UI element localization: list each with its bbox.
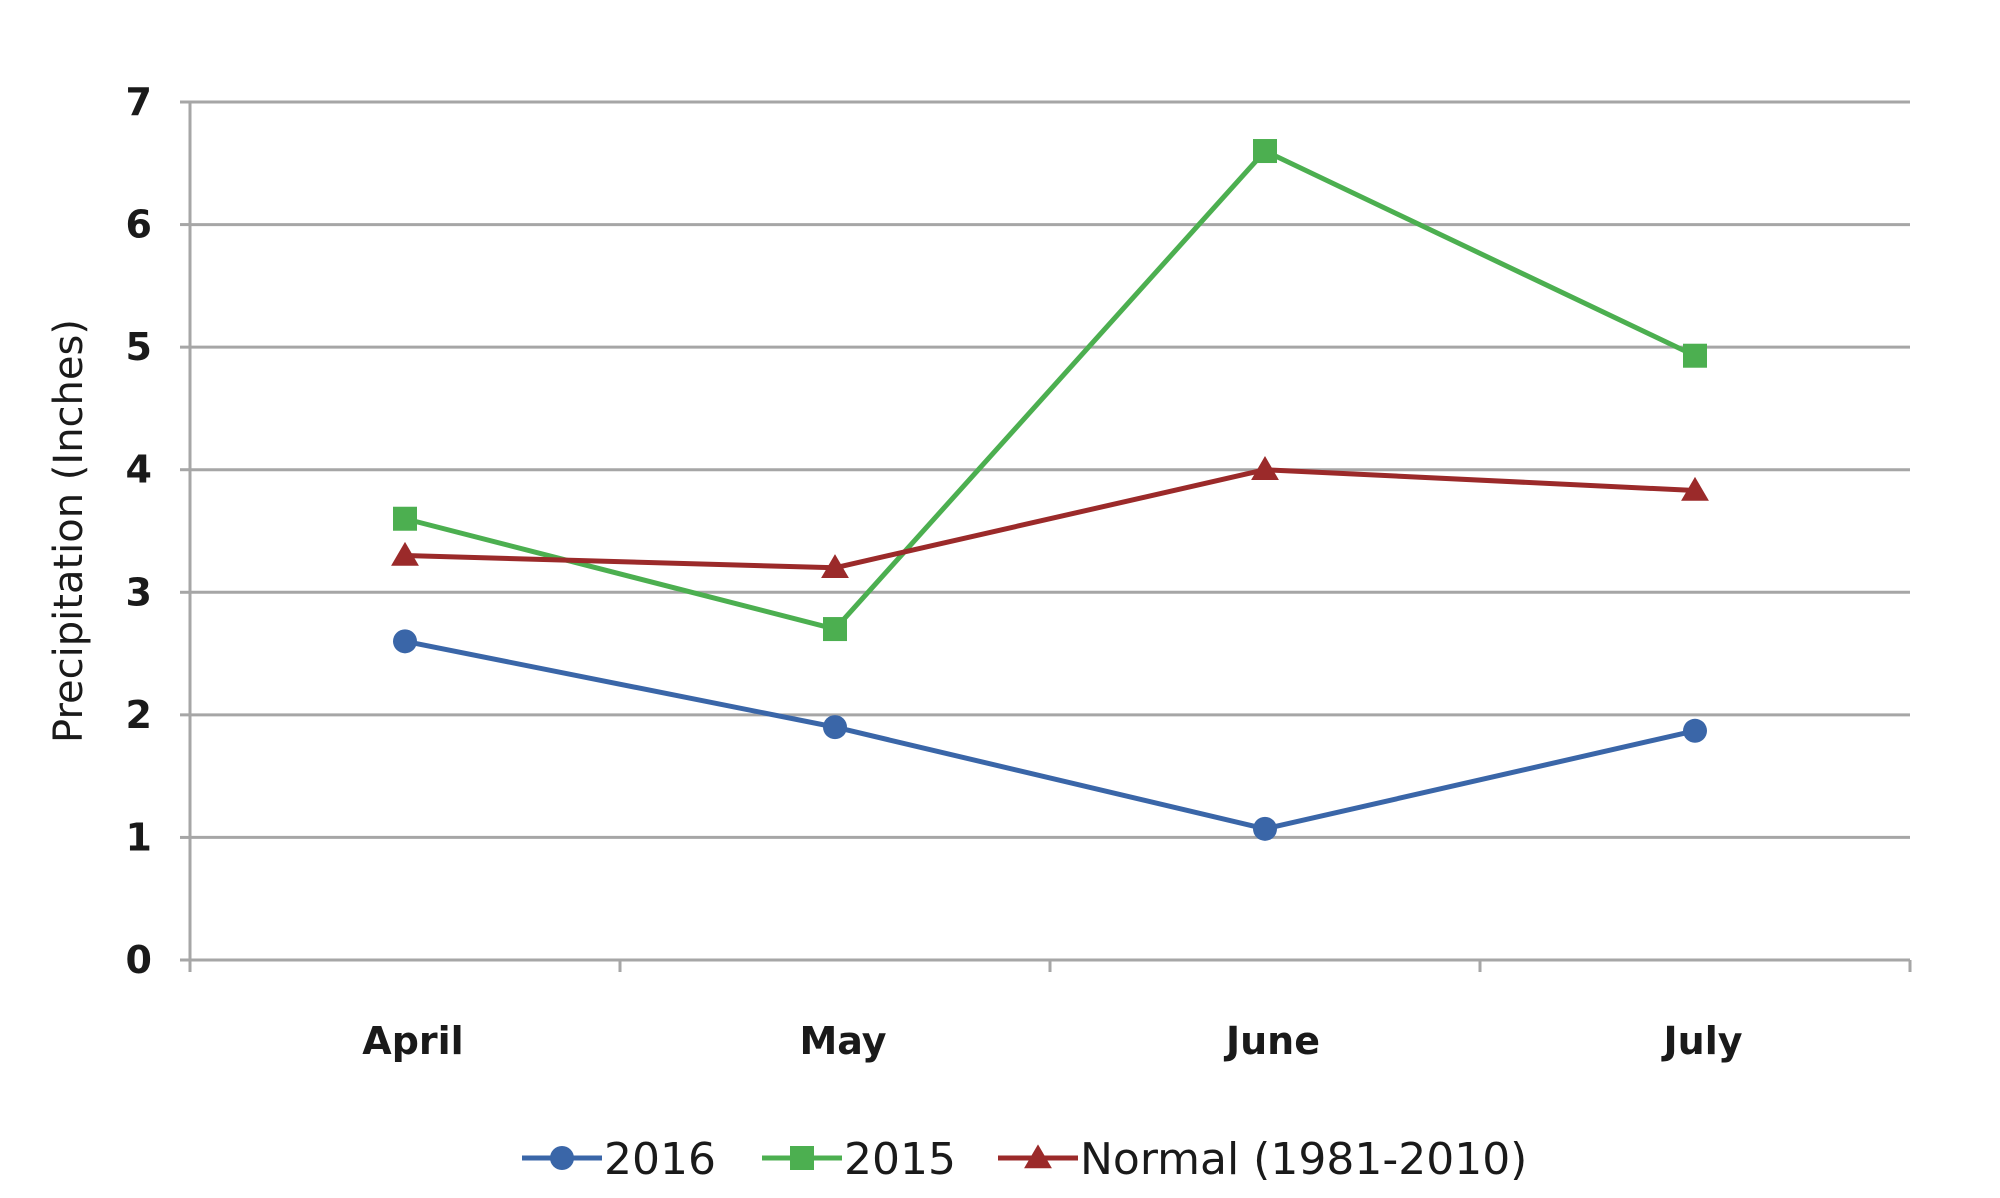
series-line <box>404 467 1696 571</box>
legend: 2016 2015 Normal (1981-2010) <box>522 1134 1527 1185</box>
data-point <box>821 554 849 579</box>
x-tick-label: April <box>362 1019 463 1063</box>
data-point <box>1251 456 1279 480</box>
y-tick-label: 0 <box>126 938 152 982</box>
data-point <box>1683 343 1707 368</box>
y-tick-label: 1 <box>126 815 152 859</box>
data-point <box>393 506 417 531</box>
data-point <box>823 617 847 642</box>
y-tick-label: 6 <box>126 203 152 247</box>
series-line <box>404 638 1696 832</box>
data-point <box>1683 718 1707 743</box>
legend-item: 2015 <box>762 1134 956 1185</box>
y-tick-label: 5 <box>126 325 152 369</box>
data-point <box>1253 816 1277 841</box>
series <box>391 139 1709 841</box>
x-tick-label: June <box>1223 1019 1320 1063</box>
data-point <box>393 629 417 654</box>
data-point <box>1253 139 1277 164</box>
x-tick-label: May <box>799 1019 886 1063</box>
y-tick-label: 7 <box>126 80 152 124</box>
series-circle <box>393 629 1707 841</box>
y-axis-title: Precipitation (Inches) <box>46 319 92 743</box>
y-tick-label: 4 <box>126 448 152 492</box>
legend-item: 2016 <box>522 1134 716 1185</box>
x-tick-labels: April May June July <box>362 1019 1742 1063</box>
legend-item: Normal (1981-2010) <box>998 1134 1527 1185</box>
series-line <box>404 148 1697 632</box>
data-point <box>1024 1144 1052 1169</box>
data-point <box>550 1146 574 1170</box>
legend-label: 2016 <box>604 1134 716 1185</box>
data-point <box>823 715 847 740</box>
y-tick-label: 3 <box>126 570 152 614</box>
y-tick-label: 2 <box>126 693 152 737</box>
series-square <box>393 139 1707 642</box>
data-point <box>391 541 419 566</box>
y-tick-labels: 0 1 2 3 4 5 6 7 <box>126 80 152 982</box>
x-tick-label: July <box>1661 1019 1743 1063</box>
series-triangle <box>391 456 1709 579</box>
legend-label: Normal (1981-2010) <box>1080 1134 1527 1185</box>
legend-label: 2015 <box>844 1134 956 1185</box>
grid <box>190 100 1910 839</box>
data-point <box>790 1146 814 1170</box>
data-point <box>1681 476 1709 501</box>
axes <box>180 100 1912 972</box>
